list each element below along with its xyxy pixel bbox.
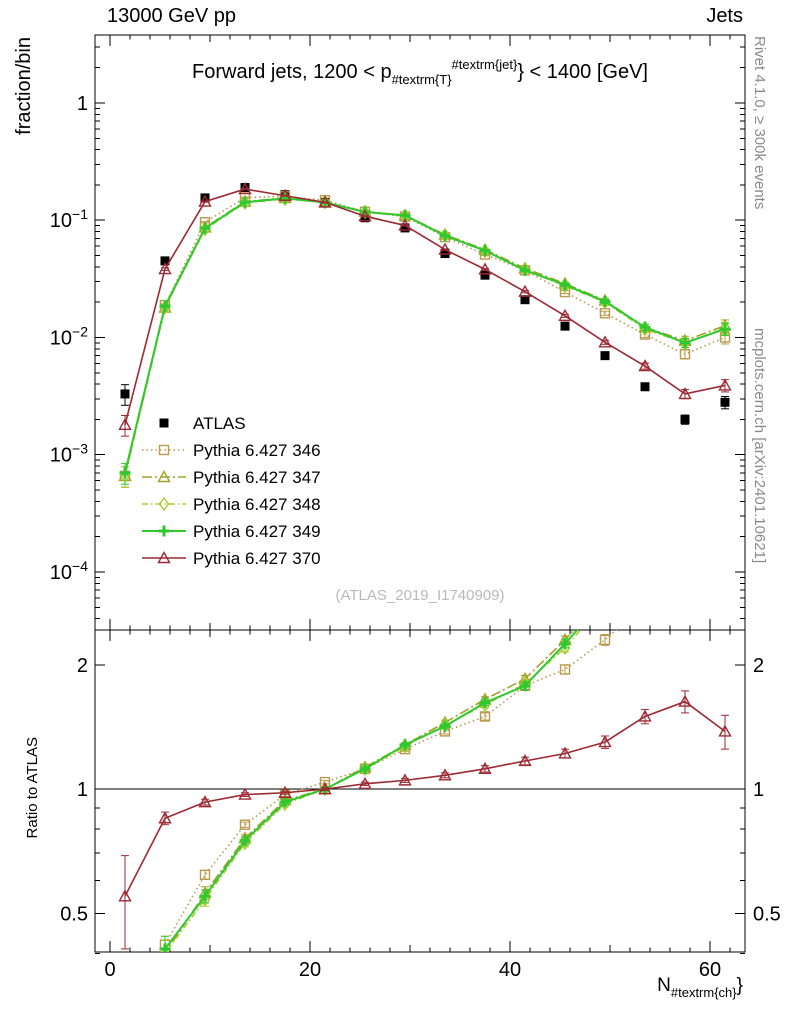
plot-title-superscript: #textrm{jet}: [451, 57, 518, 72]
svg-text:60: 60: [699, 959, 721, 981]
x-axis-label-subscript: #textrm{ch}: [670, 985, 737, 1000]
svg-text:0.5: 0.5: [753, 903, 781, 925]
beam-energy-label: 13000 GeV pp: [107, 5, 236, 27]
legend-label-atlas: ATLAS: [193, 414, 246, 433]
axes-and-ticks: [94, 34, 746, 954]
svg-text:1: 1: [753, 779, 764, 801]
svg-text:1: 1: [77, 779, 88, 801]
legend-label-py370: Pythia 6.427 370: [193, 549, 321, 568]
svg-text:20: 20: [299, 959, 321, 981]
x-axis-label-pre: N: [657, 975, 671, 996]
series-ratio-py370: [118, 690, 732, 950]
plot-title-subscript: #textrm{T}: [391, 72, 452, 87]
svg-text:0: 0: [104, 959, 115, 981]
svg-text:0.5: 0.5: [60, 903, 88, 925]
svg-text:2: 2: [753, 655, 764, 677]
analysis-group-label: Jets: [706, 5, 743, 27]
y-axis-label-top: fraction/bin: [13, 37, 35, 135]
mcplots-arxiv-note: mcplots.cern.ch [arXiv:2401.10621]: [751, 328, 768, 564]
legend-label-py349: Pythia 6.427 349: [193, 522, 321, 541]
series-top-py370: [118, 182, 732, 437]
series-top-atlas: [120, 183, 730, 425]
svg-text:10−4: 10−4: [50, 558, 88, 584]
legend-label-py347: Pythia 6.427 347: [193, 468, 321, 487]
rivet-version-note: Rivet 4.1.0, ≥ 300k events: [751, 36, 768, 210]
tick-labels: 10−410−310−210−110.5 0.51 12 20 20 40 60: [50, 93, 781, 981]
svg-text:10−3: 10−3: [50, 441, 88, 467]
svg-text:2: 2: [77, 655, 88, 677]
plot-title: Forward jets, 1200 < p#textrm{T}#textrm{…: [95, 57, 745, 87]
analysis-id-watermark: (ATLAS_2019_I1740909): [335, 587, 505, 604]
legend-label-py346: Pythia 6.427 346: [193, 441, 321, 460]
svg-text:10−1: 10−1: [50, 206, 88, 232]
x-axis-label-post: }: [736, 975, 743, 996]
legend-label-py348: Pythia 6.427 348: [193, 495, 321, 514]
plot-title-pre: Forward jets, 1200 < p: [192, 61, 392, 83]
svg-text:40: 40: [499, 959, 521, 981]
plot-title-post: } < 1400 [GeV]: [517, 61, 648, 83]
x-axis-label: N#textrm{ch}}: [657, 975, 743, 1000]
series-ratio-py347: [161, 630, 575, 952]
svg-text:10−2: 10−2: [50, 323, 88, 349]
legend: ATLAS Pythia 6.427 346 Pythia 6.427 347 Pyt…: [142, 414, 321, 568]
y-axis-label-ratio: Ratio to ATLAS: [24, 737, 41, 839]
svg-text:1: 1: [77, 93, 88, 115]
